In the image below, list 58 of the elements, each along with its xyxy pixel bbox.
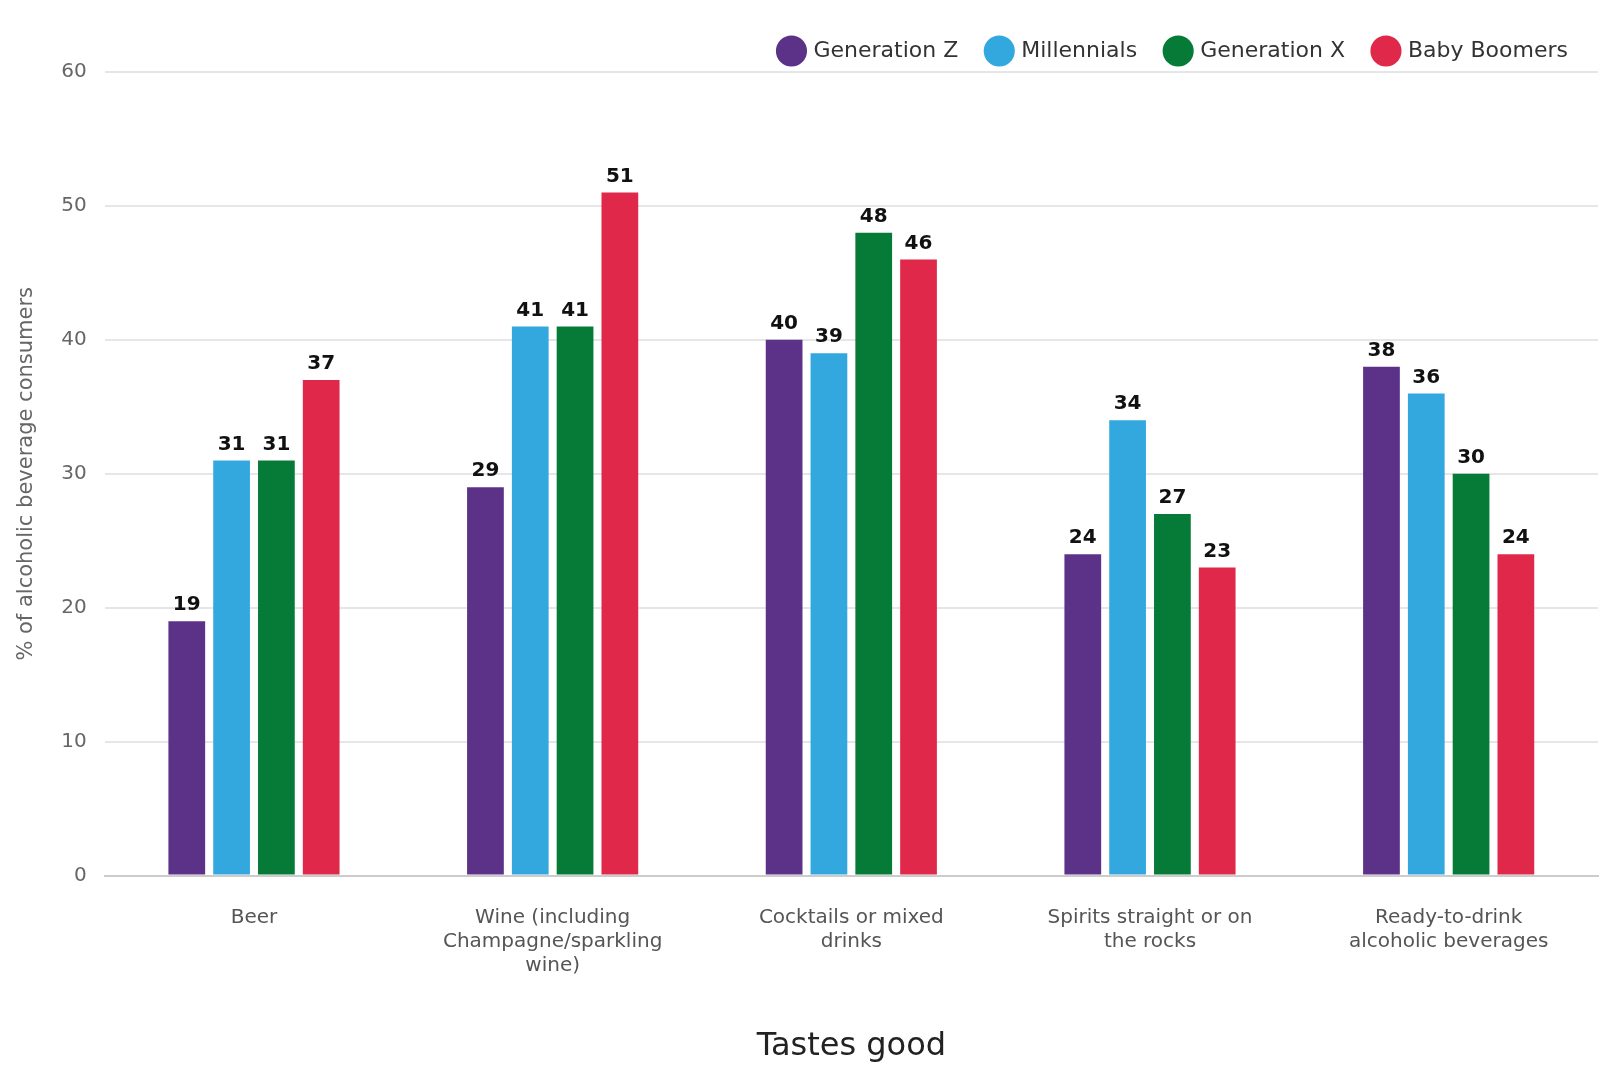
data-label: 51 [605, 162, 634, 187]
bar [1198, 567, 1236, 875]
bar [556, 326, 594, 875]
data-label: 24 [1501, 524, 1530, 549]
bar [467, 487, 504, 875]
data-label: 48 [859, 202, 888, 227]
x-tick-label: Beer [230, 903, 279, 928]
bar [1154, 513, 1191, 875]
bar [213, 460, 250, 875]
bar [258, 460, 295, 875]
legend-label: Millennials [1021, 36, 1138, 62]
bar [765, 339, 803, 875]
y-tick-label: 0 [73, 861, 87, 886]
data-label: 30 [1457, 444, 1485, 468]
y-tick-label: 50 [61, 192, 87, 217]
data-label: 29 [471, 457, 500, 482]
data-label: 41 [516, 296, 545, 321]
x-axis-title: Tastes good [755, 1025, 947, 1064]
y-tick-label: 20 [61, 593, 87, 618]
y-tick-label: 30 [61, 460, 87, 484]
data-label: 46 [904, 229, 933, 254]
bar [1452, 473, 1490, 875]
data-label: 39 [815, 323, 843, 348]
bar [1109, 420, 1146, 875]
data-label: 31 [262, 430, 291, 455]
data-label: 24 [1068, 524, 1097, 549]
x-tick-label: Cocktails or mixed drinks [758, 903, 944, 952]
legend-label: Generation X [1200, 36, 1345, 62]
bar [168, 621, 206, 875]
data-label: 31 [217, 430, 246, 455]
data-label: 23 [1203, 537, 1232, 562]
x-tick-label: Wine (including Champagne/sparkling wine) [442, 903, 663, 976]
data-label: 38 [1367, 336, 1396, 361]
y-tick-label: 40 [61, 326, 87, 351]
data-label: 37 [307, 350, 336, 375]
y-tick-label: 60 [61, 58, 87, 83]
bar [1064, 554, 1102, 875]
data-label: 36 [1412, 363, 1441, 388]
bar [810, 353, 848, 875]
bar [302, 380, 340, 875]
bar [1497, 554, 1535, 875]
bar [855, 232, 893, 875]
data-label: 34 [1113, 390, 1142, 415]
legend-label: Generation Z [813, 36, 959, 62]
bar [900, 259, 937, 875]
data-label: 27 [1158, 484, 1187, 509]
data-label: 41 [561, 296, 589, 321]
y-axis-title: % of alcoholic beverage consumers [13, 286, 38, 661]
y-tick-label: 10 [61, 727, 87, 752]
data-label: 40 [770, 310, 799, 335]
bar [601, 192, 639, 875]
bar [1363, 366, 1400, 875]
bar [511, 326, 549, 875]
bar [1407, 393, 1445, 875]
data-label: 19 [172, 591, 201, 616]
legend-label: Baby Boomers [1407, 36, 1569, 62]
x-tick-label: Ready-to-drink alcoholic beverages [1348, 903, 1549, 952]
x-tick-label: Spirits straight or on the rocks [1047, 903, 1253, 952]
